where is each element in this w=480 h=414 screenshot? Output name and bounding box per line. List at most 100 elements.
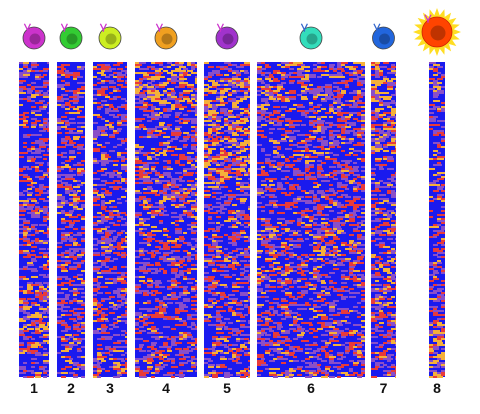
heatmap-cell [240,164,247,166]
heatmap-cell [269,290,276,292]
heatmap-cell [329,132,333,134]
heatmap-cell [265,98,269,100]
heatmap-cell [69,232,73,234]
heatmap-cell [171,316,176,318]
heatmap-cell [349,266,355,268]
heatmap-cell [329,310,335,312]
heatmap-cell [139,80,143,82]
heatmap-cell [329,330,333,332]
heatmap-cell [151,84,156,86]
heatmap-cell [23,362,27,364]
heatmap-cell [147,346,154,348]
heatmap-cell [208,222,215,224]
heatmap-cell [187,258,194,260]
heatmap-cell [43,68,49,70]
heatmap-cell [212,244,218,246]
heatmap-cell [220,358,227,360]
heatmap-cell [220,180,224,182]
heatmap-cell [35,242,41,244]
heatmap-cell [43,120,48,122]
heatmap-cell [143,176,150,178]
heatmap-cell [179,86,185,88]
heatmap-cell [57,132,62,134]
heatmap-cell [57,118,61,120]
heatmap-cell [69,152,75,154]
heatmap-cell [257,174,264,176]
heatmap-cell [232,76,238,78]
heatmap-cell [139,78,143,80]
heatmap-cell [65,102,70,104]
heatmap-cell [349,240,354,242]
heatmap-cell [113,272,119,274]
heatmap-cell [261,230,267,232]
heatmap-cell [208,352,214,354]
heatmap-cell [195,182,197,184]
heatmap-cell [349,272,353,274]
heatmap-cell [269,306,274,308]
heatmap-cell [73,216,78,218]
heatmap-cell [269,344,273,346]
heatmap-cell [31,126,36,128]
heatmap-cell [317,214,322,216]
heatmap-cell [43,362,49,364]
heatmap-cell [147,238,154,240]
heatmap-cell [220,298,224,300]
heatmap-cell [135,276,142,278]
heatmap-cell [117,244,121,246]
heatmap-cell [57,66,64,68]
heatmap-cell [321,194,325,196]
heatmap-cell [337,62,341,64]
heatmap-cell [212,192,217,194]
heatmap-cell [325,326,330,328]
heatmap-cell [345,118,350,120]
heatmap-cell [257,206,262,208]
heatmap-cell [220,292,225,294]
heatmap-cell [321,116,327,118]
heatmap-cell [337,170,341,172]
heatmap-cell [220,310,226,312]
heatmap-cell [27,180,33,182]
heatmap-cell [329,358,334,360]
heatmap-cell [35,74,41,76]
heatmap-cell [277,186,283,188]
heatmap-cell [228,332,233,334]
heatmap-cell [301,172,306,174]
heatmap-cell [269,236,275,238]
heatmap-cell [97,332,104,334]
heatmap-cell [248,370,250,372]
heatmap-cell [179,206,186,208]
heatmap-cell [208,74,214,76]
heatmap-cell [261,362,266,364]
heatmap-cell [333,108,340,110]
heatmap-cell [224,296,229,298]
heatmap-cell [101,134,108,136]
heatmap-cell [73,266,77,268]
heatmap-cell [244,334,248,336]
heatmap-cell [212,104,218,106]
heatmap-cell [43,224,47,226]
cell-nucleus [161,33,173,45]
heatmap-cell [121,106,127,108]
heatmap-cell [57,170,61,172]
heatmap-cell [281,244,287,246]
heatmap-cell [97,240,103,242]
heatmap-cell [135,224,139,226]
heatmap-cell [159,212,164,214]
heatmap-cell [69,128,76,130]
heatmap-cell [179,140,183,142]
heatmap-cell [293,170,297,172]
heatmap-cell [151,214,158,216]
heatmap-cell [212,292,218,294]
heatmap-cell [27,134,34,136]
heatmap-cell [248,178,250,180]
heatmap-cell [35,292,42,294]
heatmap-cell [220,338,227,340]
heatmap-cell [73,258,77,260]
heatmap-cell [361,176,365,178]
heatmap-cell [183,338,187,340]
heatmap-cell [143,318,148,320]
heatmap-cell [143,166,149,168]
heatmap-cell [301,146,308,148]
heatmap-cell [305,256,309,258]
heatmap-cell [73,92,79,94]
